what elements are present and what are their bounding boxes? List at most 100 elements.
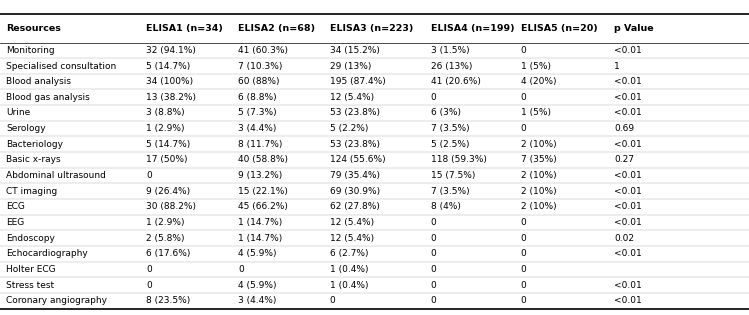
Text: 3 (4.4%): 3 (4.4%) bbox=[238, 124, 276, 133]
Text: 0: 0 bbox=[521, 124, 527, 133]
Text: 0: 0 bbox=[238, 265, 244, 274]
Text: <0.01: <0.01 bbox=[614, 218, 642, 227]
Text: <0.01: <0.01 bbox=[614, 281, 642, 290]
Text: Blood analysis: Blood analysis bbox=[6, 77, 71, 86]
Text: CT imaging: CT imaging bbox=[6, 187, 57, 196]
Text: 7 (3.5%): 7 (3.5%) bbox=[431, 187, 470, 196]
Text: 118 (59.3%): 118 (59.3%) bbox=[431, 156, 487, 164]
Text: Bacteriology: Bacteriology bbox=[6, 140, 63, 149]
Text: 32 (94.1%): 32 (94.1%) bbox=[146, 46, 196, 55]
Text: 15 (7.5%): 15 (7.5%) bbox=[431, 171, 475, 180]
Text: 8 (23.5%): 8 (23.5%) bbox=[146, 296, 190, 305]
Text: 41 (60.3%): 41 (60.3%) bbox=[238, 46, 288, 55]
Text: 9 (26.4%): 9 (26.4%) bbox=[146, 187, 190, 196]
Text: ELISA1 (n=34): ELISA1 (n=34) bbox=[146, 24, 223, 33]
Text: 0: 0 bbox=[330, 296, 336, 305]
Text: p Value: p Value bbox=[614, 24, 654, 33]
Text: 1 (2.9%): 1 (2.9%) bbox=[146, 124, 184, 133]
Text: 0: 0 bbox=[521, 234, 527, 243]
Text: 124 (55.6%): 124 (55.6%) bbox=[330, 156, 385, 164]
Text: <0.01: <0.01 bbox=[614, 93, 642, 102]
Text: 5 (2.5%): 5 (2.5%) bbox=[431, 140, 469, 149]
Text: <0.01: <0.01 bbox=[614, 187, 642, 196]
Text: 0.02: 0.02 bbox=[614, 234, 634, 243]
Text: 7 (3.5%): 7 (3.5%) bbox=[431, 124, 470, 133]
Text: <0.01: <0.01 bbox=[614, 203, 642, 211]
Text: 195 (87.4%): 195 (87.4%) bbox=[330, 77, 385, 86]
Text: 5 (14.7%): 5 (14.7%) bbox=[146, 61, 190, 71]
Text: 6 (8.8%): 6 (8.8%) bbox=[238, 93, 277, 102]
Text: Specialised consultation: Specialised consultation bbox=[6, 61, 116, 71]
Text: <0.01: <0.01 bbox=[614, 296, 642, 305]
Text: Urine: Urine bbox=[6, 108, 30, 117]
Text: 0: 0 bbox=[521, 281, 527, 290]
Text: 1: 1 bbox=[614, 61, 620, 71]
Text: 12 (5.4%): 12 (5.4%) bbox=[330, 93, 374, 102]
Text: <0.01: <0.01 bbox=[614, 249, 642, 258]
Text: 26 (13%): 26 (13%) bbox=[431, 61, 472, 71]
Text: 0: 0 bbox=[521, 93, 527, 102]
Text: Blood gas analysis: Blood gas analysis bbox=[6, 93, 90, 102]
Text: 6 (3%): 6 (3%) bbox=[431, 108, 461, 117]
Text: 79 (35.4%): 79 (35.4%) bbox=[330, 171, 380, 180]
Text: 6 (17.6%): 6 (17.6%) bbox=[146, 249, 190, 258]
Text: Coronary angiography: Coronary angiography bbox=[6, 296, 107, 305]
Text: 1 (0.4%): 1 (0.4%) bbox=[330, 281, 368, 290]
Text: 62 (27.8%): 62 (27.8%) bbox=[330, 203, 380, 211]
Text: 7 (35%): 7 (35%) bbox=[521, 156, 557, 164]
Text: 30 (88.2%): 30 (88.2%) bbox=[146, 203, 196, 211]
Text: 8 (4%): 8 (4%) bbox=[431, 203, 461, 211]
Text: ELISA3 (n=223): ELISA3 (n=223) bbox=[330, 24, 413, 33]
Text: 5 (7.3%): 5 (7.3%) bbox=[238, 108, 277, 117]
Text: Stress test: Stress test bbox=[6, 281, 54, 290]
Text: 45 (66.2%): 45 (66.2%) bbox=[238, 203, 288, 211]
Text: 9 (13.2%): 9 (13.2%) bbox=[238, 171, 282, 180]
Text: 12 (5.4%): 12 (5.4%) bbox=[330, 234, 374, 243]
Text: ECG: ECG bbox=[6, 203, 25, 211]
Text: 0: 0 bbox=[146, 171, 152, 180]
Text: 5 (14.7%): 5 (14.7%) bbox=[146, 140, 190, 149]
Text: 4 (5.9%): 4 (5.9%) bbox=[238, 249, 276, 258]
Text: 40 (58.8%): 40 (58.8%) bbox=[238, 156, 288, 164]
Text: 0: 0 bbox=[431, 249, 437, 258]
Text: 0: 0 bbox=[431, 218, 437, 227]
Text: 0: 0 bbox=[146, 265, 152, 274]
Text: 8 (11.7%): 8 (11.7%) bbox=[238, 140, 282, 149]
Text: 0.27: 0.27 bbox=[614, 156, 634, 164]
Text: 0: 0 bbox=[521, 265, 527, 274]
Text: 34 (15.2%): 34 (15.2%) bbox=[330, 46, 380, 55]
Text: Serology: Serology bbox=[6, 124, 46, 133]
Text: <0.01: <0.01 bbox=[614, 108, 642, 117]
Text: <0.01: <0.01 bbox=[614, 171, 642, 180]
Text: 2 (5.8%): 2 (5.8%) bbox=[146, 234, 184, 243]
Text: 1 (14.7%): 1 (14.7%) bbox=[238, 218, 282, 227]
Text: 12 (5.4%): 12 (5.4%) bbox=[330, 218, 374, 227]
Text: 41 (20.6%): 41 (20.6%) bbox=[431, 77, 481, 86]
Text: 29 (13%): 29 (13%) bbox=[330, 61, 371, 71]
Text: 0: 0 bbox=[521, 296, 527, 305]
Text: 0: 0 bbox=[431, 265, 437, 274]
Text: 0: 0 bbox=[431, 296, 437, 305]
Text: Endoscopy: Endoscopy bbox=[6, 234, 55, 243]
Text: Holter ECG: Holter ECG bbox=[6, 265, 55, 274]
Text: 69 (30.9%): 69 (30.9%) bbox=[330, 187, 380, 196]
Text: 13 (38.2%): 13 (38.2%) bbox=[146, 93, 196, 102]
Text: 4 (5.9%): 4 (5.9%) bbox=[238, 281, 276, 290]
Text: 3 (8.8%): 3 (8.8%) bbox=[146, 108, 185, 117]
Text: Monitoring: Monitoring bbox=[6, 46, 55, 55]
Text: <0.01: <0.01 bbox=[614, 140, 642, 149]
Text: 3 (1.5%): 3 (1.5%) bbox=[431, 46, 470, 55]
Text: ELISA2 (n=68): ELISA2 (n=68) bbox=[238, 24, 315, 33]
Text: 0: 0 bbox=[146, 281, 152, 290]
Text: ELISA4 (n=199): ELISA4 (n=199) bbox=[431, 24, 515, 33]
Text: ELISA5 (n=20): ELISA5 (n=20) bbox=[521, 24, 597, 33]
Text: 1 (2.9%): 1 (2.9%) bbox=[146, 218, 184, 227]
Text: 53 (23.8%): 53 (23.8%) bbox=[330, 108, 380, 117]
Text: <0.01: <0.01 bbox=[614, 46, 642, 55]
Text: 4 (20%): 4 (20%) bbox=[521, 77, 556, 86]
Text: EEG: EEG bbox=[6, 218, 24, 227]
Text: Echocardiography: Echocardiography bbox=[6, 249, 88, 258]
Text: 2 (10%): 2 (10%) bbox=[521, 187, 557, 196]
Text: 0: 0 bbox=[431, 93, 437, 102]
Text: 1 (0.4%): 1 (0.4%) bbox=[330, 265, 368, 274]
